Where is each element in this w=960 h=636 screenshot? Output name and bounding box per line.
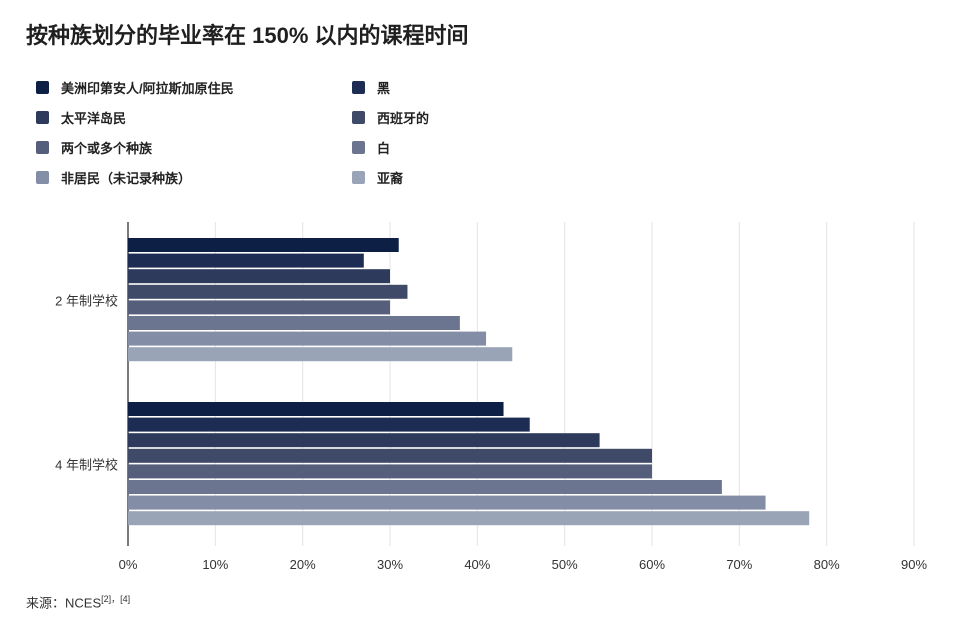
legend-item: 太平洋岛民: [36, 108, 126, 127]
legend-item: 两个或多个种族: [36, 138, 152, 157]
legend-label: 黑: [377, 81, 391, 96]
bar: [128, 433, 600, 448]
bar: [128, 238, 399, 252]
bar: [128, 300, 390, 315]
legend-label: 西班牙的: [377, 111, 430, 126]
x-tick-label: 70%: [726, 557, 752, 572]
legend-swatch: [352, 81, 365, 94]
bar: [128, 269, 390, 284]
bar: [128, 284, 408, 299]
legend-swatch: [352, 141, 365, 154]
legend-swatch: [36, 141, 49, 154]
legend-label: 非居民（未记录种族）: [61, 171, 192, 186]
bar: [128, 448, 652, 463]
legend-swatch: [352, 111, 365, 124]
source-refs: [2]，[4]: [101, 594, 131, 604]
legend-label: 白: [377, 141, 391, 156]
source-label: 来源：NCES: [26, 595, 102, 611]
bar: [128, 511, 810, 526]
bar: [128, 402, 504, 416]
category-label: 2 年制学校: [55, 293, 118, 308]
x-tick-label: 0%: [119, 557, 138, 572]
legend-item: 美洲印第安人/阿拉斯加原住民: [36, 78, 234, 97]
legend-item: 亚裔: [352, 168, 403, 187]
x-tick-label: 60%: [639, 557, 665, 572]
legend-swatch: [352, 171, 365, 184]
legend-label: 美洲印第安人/阿拉斯加原住民: [61, 81, 234, 96]
bar: [128, 316, 460, 330]
x-tick-label: 20%: [290, 557, 316, 572]
x-tick-label: 10%: [202, 557, 228, 572]
legend-label: 两个或多个种族: [61, 141, 153, 156]
x-tick-label: 30%: [377, 557, 403, 572]
legend-label: 太平洋岛民: [61, 111, 127, 126]
bar: [128, 417, 530, 432]
category-label: 4 年制学校: [55, 457, 118, 472]
x-tick-label: 50%: [552, 557, 578, 572]
legend-item: 白: [352, 138, 390, 157]
legend-swatch: [36, 111, 49, 124]
bar: [128, 495, 766, 510]
legend-label: 亚裔: [377, 171, 404, 186]
x-tick-label: 40%: [464, 557, 490, 572]
legend-swatch: [36, 171, 49, 184]
bar: [128, 480, 722, 494]
bar: [128, 347, 513, 362]
legend-item: 黑: [352, 78, 390, 97]
bar: [128, 464, 652, 479]
legend-item: 非居民（未记录种族）: [36, 168, 191, 187]
x-tick-label: 80%: [814, 557, 840, 572]
legend-swatch: [36, 81, 49, 94]
bar: [128, 331, 487, 346]
chart-title: 按种族划分的毕业率在 150% 以内的课程时间: [26, 23, 469, 48]
legend-item: 西班牙的: [352, 108, 429, 127]
x-tick-label: 90%: [901, 557, 927, 572]
source-note: 来源：NCES[2]，[4]: [26, 592, 130, 611]
bar: [128, 253, 364, 268]
